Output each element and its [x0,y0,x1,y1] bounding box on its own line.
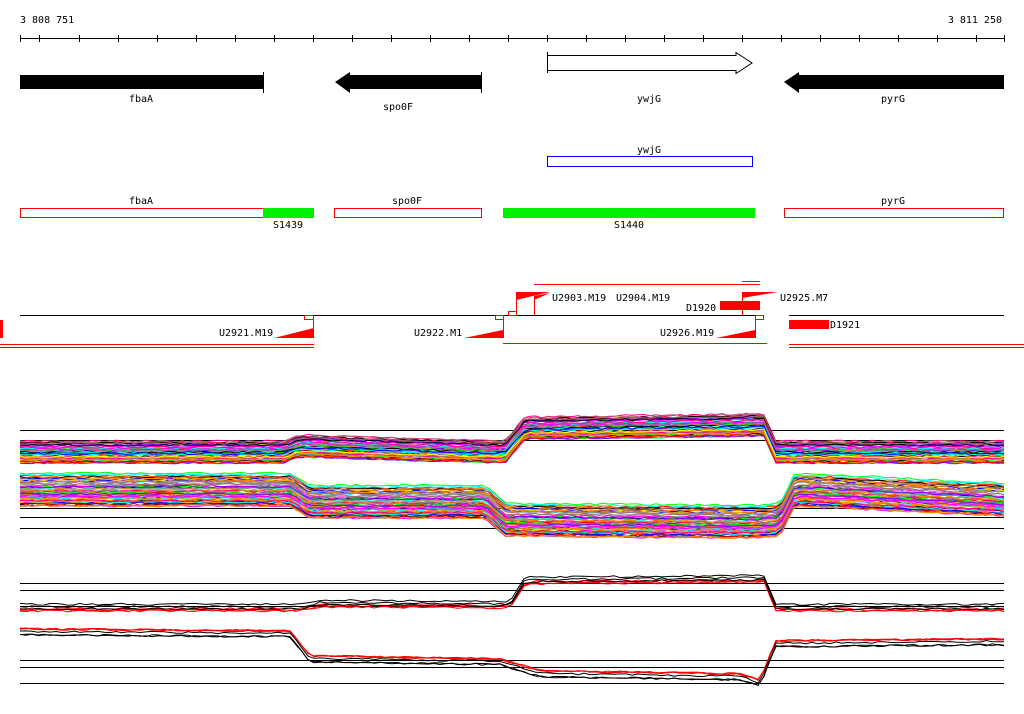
expression-profile-line [19,630,1005,684]
expression-profile-line [19,498,1005,534]
expression-profile-line [19,491,1005,526]
transcript-label: U2925.M7 [780,293,828,304]
segment-pyrG[interactable] [784,208,1004,218]
annotation-ywjG[interactable]: ywjG [547,145,753,167]
segment-S1439[interactable] [263,208,314,218]
gene-pyrG[interactable]: pyrG [784,72,1004,105]
expression-profile-line [19,485,1005,521]
segment-label: pyrG [881,196,905,207]
expression-profile-line [19,422,1005,452]
expression-profile-line [19,488,1005,523]
expression-panel-all-conditions [19,412,1005,540]
ruler-end-label: 3 811 250 [948,15,1002,26]
gene-ywjG[interactable]: ywjG [547,51,753,105]
transcript-track [0,281,1024,348]
expression-profile-line [19,480,1005,516]
expression-profile-line [19,425,1005,455]
ruler-ticks [20,35,1005,42]
gene-spo0F[interactable]: spo0F [335,72,482,113]
expression-profile-line [19,419,1005,449]
expression-panel-summary [19,574,1005,686]
ruler-start-label: 3 808 751 [20,15,74,26]
transcript-D1921-block[interactable] [789,320,829,329]
expression-profile-line [19,485,1005,520]
segment-label: S1440 [614,220,644,231]
expression-profile-line [19,504,1005,540]
expression-profile-line [19,416,1005,447]
expression-profile-line [19,413,1005,444]
transcript-U2921.M19-ramp[interactable] [274,328,314,338]
transcript-label: U2904.M19 [616,293,670,304]
expression-profile-line [19,633,1005,686]
gene-label: pyrG [881,94,905,105]
expression-profile-line [19,627,1005,681]
transcript-label: U2926.M19 [660,328,714,339]
expression-profile-line [20,492,1005,528]
transcript-label: D1920 [686,303,716,314]
annotation-label: ywjG [637,145,661,156]
transcript-U2922.M1-ramp[interactable] [464,330,503,338]
position-ruler: 3 808 751 3 811 250 [20,15,1005,42]
segment-track: fbaA S1439 spo0F S1440 pyrG [20,196,1004,231]
expression-profile-line [19,471,1005,507]
gene-label: spo0F [383,102,413,113]
segment-label: fbaA [129,196,153,207]
transcript-label: U2921.M19 [219,328,273,339]
transcript-label: D1921 [830,320,860,331]
expression-profile-line [19,501,1005,537]
expression-profile-line [19,431,1005,462]
expression-profile-line [19,433,1005,464]
expression-profile-line [19,428,1005,459]
transcript-U2925.M7-ramp[interactable] [742,292,778,298]
expression-profile-line [19,476,1005,511]
transcript-labels: U2921.M19 U2922.M1 U2926.M19 U2903.M19 U… [219,293,860,339]
transcript-D1920-block[interactable] [720,301,760,310]
expression-profile-line [19,633,1005,686]
expression-profile-line [19,580,1005,613]
segment-fbaA[interactable] [20,208,264,218]
expression-profile-line [19,578,1005,611]
transcript-label: U2922.M1 [414,328,462,339]
expression-profile-line [19,576,1005,609]
transcript-U2903.M19-ramp[interactable] [516,292,550,300]
transcript-label: U2903.M19 [552,293,606,304]
gene-fbaA[interactable]: fbaA [20,72,264,105]
expression-profile-line [19,494,1005,529]
expression-profile-line [19,477,1005,513]
segment-spo0F[interactable] [334,208,482,218]
segment-S1440[interactable] [503,208,755,218]
segment-label: spo0F [392,196,422,207]
gene-label: ywjG [637,94,661,105]
expression-profile-line [19,493,1004,529]
expression-profile-line [19,489,1005,524]
expression-profile-line [19,499,1005,535]
expression-profile-line [19,482,1005,517]
expression-profile-line [19,489,1005,525]
gene-label: fbaA [129,94,153,105]
segment-label: S1439 [273,220,303,231]
expression-profile-line [19,574,1005,606]
gene-track: fbaA spo0F ywjG pyrG [20,51,1004,113]
expression-profile-line [19,473,1005,508]
expression-profile-line [19,426,1005,457]
expression-profile-line [19,415,1005,445]
transcript-U2926.M19-ramp[interactable] [716,330,755,338]
